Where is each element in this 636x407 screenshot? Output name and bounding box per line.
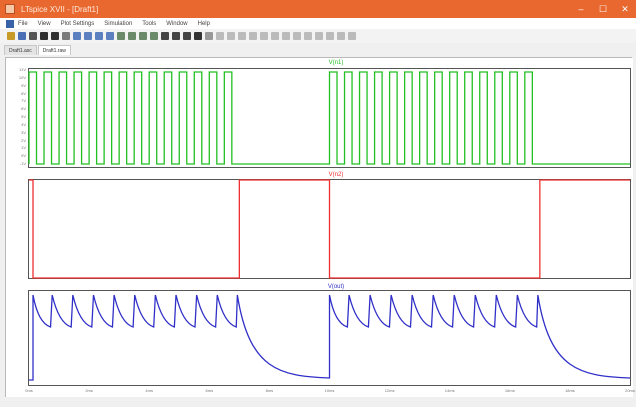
y-tick-label: 9V <box>21 82 26 88</box>
x-tick-label: 4ms <box>145 388 153 393</box>
y-tick-label: 7V <box>21 98 26 104</box>
window-controls: – ☐ ✕ <box>570 0 636 18</box>
y-tick-label: 6V <box>21 106 26 112</box>
minimize-icon[interactable]: – <box>578 4 584 14</box>
x-tick-label: 2ms <box>85 388 93 393</box>
diode-icon[interactable] <box>271 32 279 40</box>
y-tick-label: 8V <box>21 90 26 96</box>
halt-icon[interactable] <box>51 32 59 40</box>
x-tick-label: 10ms <box>324 388 335 393</box>
y-tick-label: 4V <box>21 121 26 127</box>
x-tick-label: 8ms <box>265 388 274 393</box>
save-icon[interactable] <box>18 32 26 40</box>
pane-title: V(n2) <box>328 172 344 178</box>
menu-view[interactable]: View <box>37 20 51 27</box>
tab-waveform[interactable]: Draft1.raw <box>37 45 71 55</box>
y-tick-label: 1V <box>21 145 26 151</box>
pane-title: V(out) <box>327 284 345 290</box>
x-tick-label: 0ms <box>25 388 33 393</box>
toolbar <box>0 29 636 43</box>
menu-window[interactable]: Window <box>166 20 188 27</box>
plot-pane-v-n1[interactable]: V(n1) 11V 10V 9V 8V 7V 6V 5V 4V 3V 2V 1V 0V -1V <box>6 58 633 171</box>
zoom-out-icon[interactable] <box>84 32 92 40</box>
grid-icon[interactable] <box>139 32 147 40</box>
document-icon <box>6 19 14 28</box>
tile-icon[interactable] <box>117 32 125 40</box>
y-tick-label: -1V <box>19 161 26 166</box>
x-tick-label: 14ms <box>444 388 455 393</box>
menu-help[interactable]: Help <box>197 20 210 27</box>
x-tick-label: 12ms <box>384 388 395 393</box>
menu-plot-settings[interactable]: Plot Settings <box>60 20 95 27</box>
resistor-icon[interactable] <box>238 32 246 40</box>
spice-directive-icon[interactable] <box>348 32 356 40</box>
open-icon[interactable] <box>7 32 15 40</box>
text-icon[interactable] <box>337 32 345 40</box>
y-tick-label: 10V <box>18 74 26 80</box>
waveform-viewer[interactable]: V(n1) 11V 10V 9V 8V 7V 6V 5V 4V 3V 2V 1V 0V -1V V(n2… <box>5 57 635 397</box>
close-icon[interactable]: ✕ <box>621 3 629 14</box>
move-icon[interactable] <box>293 32 301 40</box>
tab-schematic[interactable]: Draft1.asc <box>4 45 37 55</box>
inductor-icon[interactable] <box>260 32 268 40</box>
settings-icon[interactable] <box>29 32 37 40</box>
zoom-area-icon[interactable] <box>106 32 114 40</box>
pane-title: V(n1) <box>328 60 344 66</box>
ground-icon[interactable] <box>216 32 224 40</box>
plot-pane-v-out[interactable]: V(out) 0ms 2ms 4ms 6ms 8ms 10ms 12ms 14ms 16ms 18… <box>6 283 635 397</box>
x-tick-label: 20ms <box>625 388 635 393</box>
series-line-v-n2 <box>29 179 630 279</box>
trace-v-out <box>29 294 631 381</box>
cut-icon[interactable] <box>161 32 169 40</box>
run-icon[interactable] <box>40 32 48 40</box>
x-tick-label: 6ms <box>205 388 214 393</box>
y-tick-label: 11V <box>19 67 26 72</box>
drag-icon[interactable] <box>304 32 312 40</box>
pan-icon[interactable] <box>62 32 70 40</box>
title-bar: LTspice XVII - [Draft1] – ☐ ✕ <box>0 0 636 18</box>
tab-bar: Draft1.asc Draft1.raw <box>0 44 636 55</box>
zoom-in-icon[interactable] <box>73 32 81 40</box>
capacitor-icon[interactable] <box>249 32 257 40</box>
wire-icon[interactable] <box>205 32 213 40</box>
series-line-v-out <box>29 294 631 381</box>
plot-pane-v-n2[interactable]: V(n2) <box>6 171 633 283</box>
undo-icon[interactable] <box>315 32 323 40</box>
maximize-icon[interactable]: ☐ <box>598 3 608 14</box>
y-tick-label: 2V <box>21 137 26 143</box>
cascade-icon[interactable] <box>128 32 136 40</box>
copy-icon[interactable] <box>172 32 180 40</box>
series-line-v-n1 <box>28 71 630 165</box>
redo-icon[interactable] <box>326 32 334 40</box>
component-icon[interactable] <box>282 32 290 40</box>
window-title: LTspice XVII - [Draft1] <box>21 4 99 14</box>
menu-bar: File View Plot Settings Simulation Tools… <box>0 18 636 29</box>
y-tick-label: 3V <box>21 129 26 135</box>
label-icon[interactable] <box>227 32 235 40</box>
y-tick-label: 5V <box>21 114 26 119</box>
app-icon <box>5 4 15 14</box>
status-bar <box>0 398 636 407</box>
zoom-fit-icon[interactable] <box>95 32 103 40</box>
y-tick-label: 0V <box>21 153 26 159</box>
x-tick-label: 18ms <box>565 388 575 393</box>
print-icon[interactable] <box>194 32 202 40</box>
menu-tools[interactable]: Tools <box>142 20 157 27</box>
x-tick-label: 16ms <box>504 388 515 393</box>
trace-v-n1 <box>28 71 630 165</box>
menu-file[interactable]: File <box>18 20 28 27</box>
menu-simulation[interactable]: Simulation <box>104 20 133 27</box>
trace-v-n2 <box>29 179 630 279</box>
probe-icon[interactable] <box>150 32 158 40</box>
paste-icon[interactable] <box>183 32 191 40</box>
